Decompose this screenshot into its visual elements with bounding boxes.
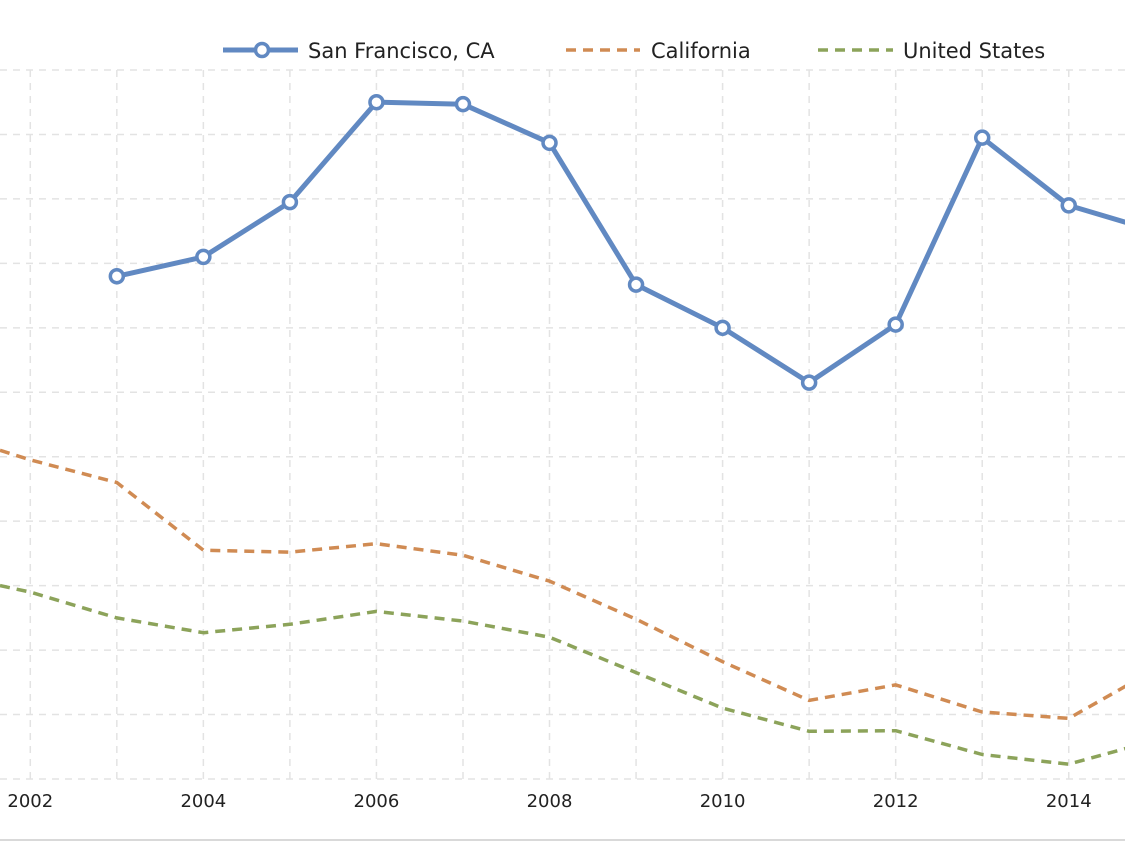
data-point-san-francisco-ca[interactable] xyxy=(281,193,299,211)
data-point-san-francisco-ca[interactable] xyxy=(541,134,558,152)
legend-swatch-marker-san-francisco xyxy=(253,41,271,59)
data-point-san-francisco-ca[interactable] xyxy=(714,319,731,337)
series-line-san-francisco-ca xyxy=(114,99,1125,386)
x-tick-label: 2008 xyxy=(527,791,573,812)
x-tick-label: 2006 xyxy=(354,791,400,812)
data-point-san-francisco-ca[interactable] xyxy=(627,276,645,293)
data-point-san-francisco-ca[interactable] xyxy=(973,129,991,146)
data-point-san-francisco-ca[interactable] xyxy=(1060,197,1077,214)
grid xyxy=(0,69,1125,780)
data-point-san-francisco-ca[interactable] xyxy=(108,268,126,285)
x-tick-label: 2012 xyxy=(873,791,919,812)
marker-layer xyxy=(108,93,1077,391)
legend-label-california: California xyxy=(651,39,751,63)
legend-item-united-states[interactable]: United States xyxy=(818,39,1045,63)
series-layer xyxy=(0,99,1125,766)
data-point-san-francisco-ca[interactable] xyxy=(454,95,472,113)
series-line-california xyxy=(0,448,1125,721)
x-axis-tick-labels: 2002 2004 2006 2008 2010 2012 2014 xyxy=(7,791,1091,812)
x-tick-label: 2010 xyxy=(700,791,746,812)
x-tick-label: 2004 xyxy=(180,791,226,812)
data-point-san-francisco-ca[interactable] xyxy=(887,316,904,333)
legend-item-san-francisco[interactable]: San Francisco, CA xyxy=(223,39,495,63)
series-line-united-states xyxy=(0,583,1125,766)
x-tick-label: 2014 xyxy=(1046,791,1092,812)
data-point-san-francisco-ca[interactable] xyxy=(800,374,818,391)
legend-label-san-francisco: San Francisco, CA xyxy=(308,39,495,63)
data-point-san-francisco-ca[interactable] xyxy=(195,248,212,266)
legend: San Francisco, CA California United Stat… xyxy=(223,39,1045,63)
x-tick-label: 2002 xyxy=(7,791,53,812)
data-point-san-francisco-ca[interactable] xyxy=(368,93,385,111)
legend-item-california[interactable]: California xyxy=(566,39,751,63)
legend-label-united-states: United States xyxy=(903,39,1045,63)
